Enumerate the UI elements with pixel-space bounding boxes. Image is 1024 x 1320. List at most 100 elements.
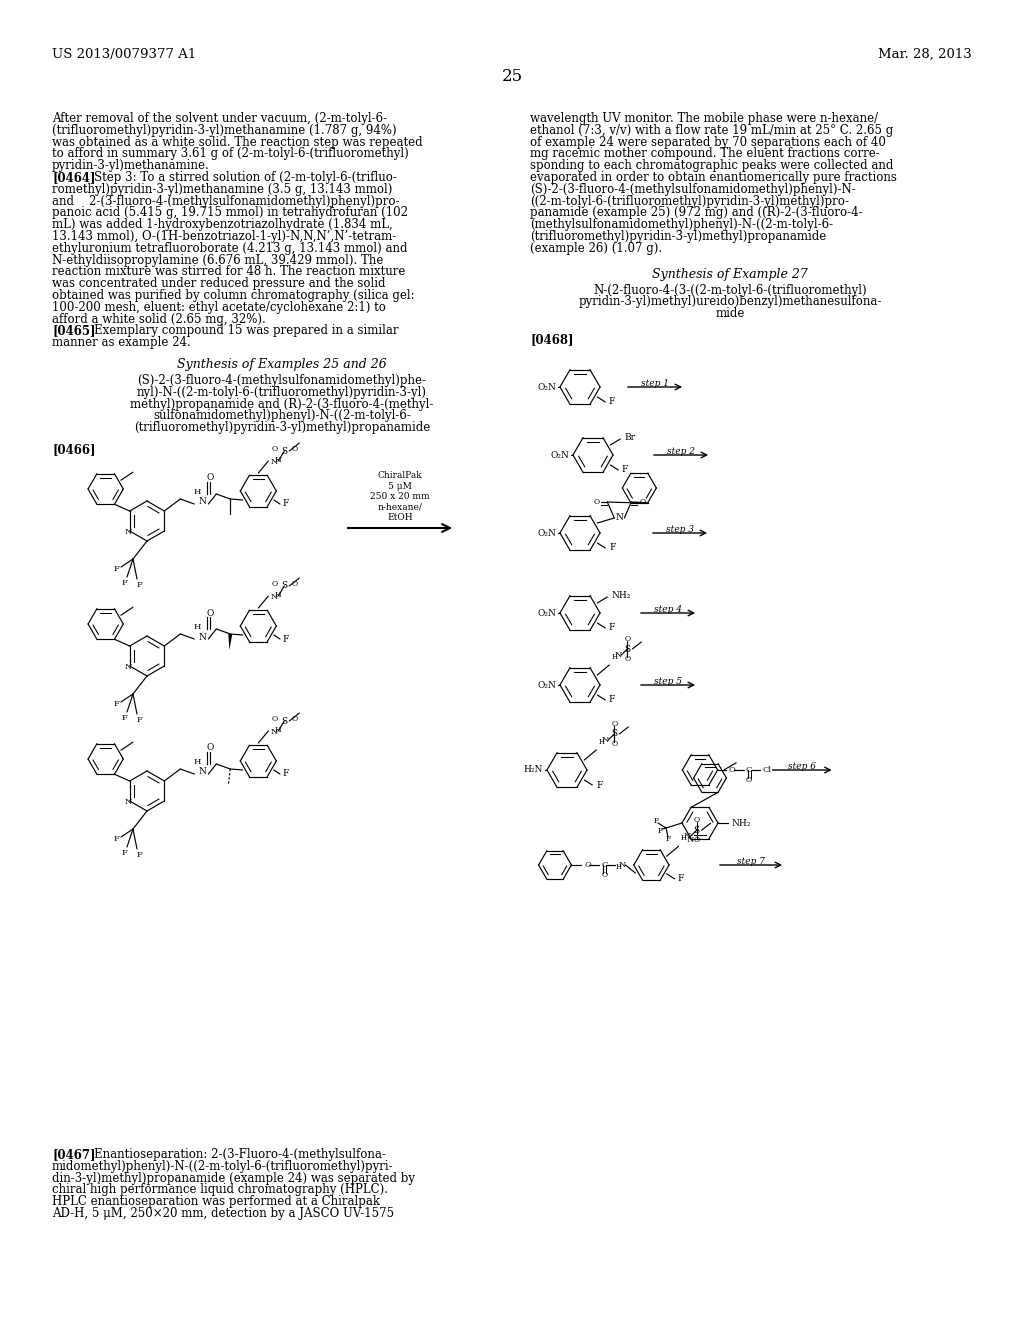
Text: (trifluoromethyl)pyridin-3-yl)methyl)propanamide: (trifluoromethyl)pyridin-3-yl)methyl)pro…: [530, 230, 826, 243]
Text: F: F: [283, 499, 290, 508]
Text: pyridin-3-yl)methanamine.: pyridin-3-yl)methanamine.: [52, 160, 210, 172]
Text: C: C: [745, 766, 752, 774]
Text: H: H: [194, 623, 201, 631]
Text: NH₂: NH₂: [732, 818, 752, 828]
Text: H: H: [274, 591, 281, 599]
Text: N: N: [614, 651, 622, 659]
Text: step 2: step 2: [667, 447, 695, 455]
Text: O: O: [207, 609, 214, 618]
Text: F: F: [113, 700, 119, 708]
Text: O: O: [271, 445, 278, 453]
Text: (trifluoromethyl)pyridin-3-yl)methyl)propanamide: (trifluoromethyl)pyridin-3-yl)methyl)pro…: [134, 421, 430, 434]
Text: [0465]: [0465]: [52, 325, 95, 338]
Text: N: N: [124, 799, 132, 807]
Text: O₂N: O₂N: [538, 383, 556, 392]
Text: S: S: [282, 717, 288, 726]
Text: Br: Br: [625, 433, 635, 441]
Text: ethanol (7:3, v/v) with a flow rate 19 mL/min at 25° C. 2.65 g: ethanol (7:3, v/v) with a flow rate 19 m…: [530, 124, 893, 137]
Text: N-ethyldiisopropylamine (6.676 mL, 39.429 mmol). The: N-ethyldiisopropylamine (6.676 mL, 39.42…: [52, 253, 383, 267]
Text: AD-H, 5 μM, 250×20 mm, detection by a JASCO UV-1575: AD-H, 5 μM, 250×20 mm, detection by a JA…: [52, 1206, 394, 1220]
Text: After removal of the solvent under vacuum, (2-m-tolyl-6-: After removal of the solvent under vacuu…: [52, 112, 387, 125]
Text: and    2-(3-fluoro-4-(methylsulfonamidomethyl)phenyl)pro-: and 2-(3-fluoro-4-(methylsulfonamidometh…: [52, 194, 399, 207]
Text: N: N: [124, 528, 132, 536]
Text: step 3: step 3: [666, 525, 694, 535]
Text: ChiralPak
5 μM
250 x 20 mm
n-hexane/
EtOH: ChiralPak 5 μM 250 x 20 mm n-hexane/ EtO…: [371, 471, 430, 521]
Text: H₂N: H₂N: [523, 766, 543, 775]
Text: O: O: [639, 498, 645, 506]
Text: H: H: [274, 726, 281, 734]
Text: N: N: [270, 458, 278, 466]
Text: was concentrated under reduced pressure and the solid: was concentrated under reduced pressure …: [52, 277, 385, 290]
Text: [0468]: [0468]: [530, 333, 573, 346]
Text: F: F: [666, 836, 671, 843]
Text: [0464]: [0464]: [52, 172, 95, 183]
Text: (trifluoromethyl)pyridin-3-yl)methanamine (1.787 g, 94%): (trifluoromethyl)pyridin-3-yl)methanamin…: [52, 124, 396, 137]
Text: F: F: [137, 851, 143, 859]
Text: F: F: [113, 836, 119, 843]
Text: S: S: [693, 826, 699, 834]
Text: F: F: [608, 694, 614, 704]
Text: F: F: [121, 579, 127, 587]
Text: F: F: [609, 544, 615, 553]
Text: F: F: [137, 581, 143, 589]
Text: F: F: [653, 817, 658, 825]
Text: 100-200 mesh, eluent: ethyl acetate/cyclohexane 2:1) to: 100-200 mesh, eluent: ethyl acetate/cycl…: [52, 301, 386, 314]
Text: N-(2-fluoro-4-(3-((2-m-tolyl-6-(trifluoromethyl): N-(2-fluoro-4-(3-((2-m-tolyl-6-(trifluor…: [593, 284, 866, 297]
Text: H: H: [611, 653, 617, 661]
Text: O: O: [625, 655, 631, 663]
Text: O: O: [611, 719, 617, 729]
Text: step 5: step 5: [654, 677, 682, 686]
Text: F: F: [678, 874, 684, 883]
Text: mide: mide: [716, 308, 744, 321]
Text: pyridin-3-yl)methyl)ureido)benzyl)methanesulfona-: pyridin-3-yl)methyl)ureido)benzyl)methan…: [579, 296, 882, 309]
Text: O: O: [585, 861, 591, 869]
Text: step 7: step 7: [737, 857, 765, 866]
Text: US 2013/0079377 A1: US 2013/0079377 A1: [52, 48, 197, 61]
Text: midomethyl)phenyl)-N-((2-m-tolyl-6-(trifluoromethyl)pyri-: midomethyl)phenyl)-N-((2-m-tolyl-6-(trif…: [52, 1160, 393, 1172]
Text: N: N: [199, 767, 206, 776]
Text: F: F: [121, 849, 127, 857]
Text: methyl)propanamide and (R)-2-(3-fluoro-4-(methyl-: methyl)propanamide and (R)-2-(3-fluoro-4…: [130, 397, 434, 411]
Text: step 1: step 1: [641, 379, 669, 388]
Text: O₂N: O₂N: [550, 450, 569, 459]
Text: F: F: [121, 714, 127, 722]
Text: O₂N: O₂N: [538, 681, 556, 689]
Text: to afford in summary 3.61 g of (2-m-tolyl-6-(trifluoromethyl): to afford in summary 3.61 g of (2-m-toly…: [52, 148, 409, 161]
Text: NH₂: NH₂: [611, 590, 631, 599]
Text: O: O: [207, 474, 214, 483]
Text: H: H: [681, 834, 687, 842]
Text: Cl: Cl: [763, 766, 772, 774]
Text: H: H: [194, 488, 201, 496]
Text: O: O: [611, 741, 617, 748]
Text: H: H: [598, 738, 604, 746]
Text: N: N: [199, 498, 206, 507]
Text: romethyl)pyridin-3-yl)methanamine (3.5 g, 13.143 mmol): romethyl)pyridin-3-yl)methanamine (3.5 g…: [52, 182, 392, 195]
Text: (S)-2-(3-fluoro-4-(methylsulfonamidomethyl)phenyl)-N-: (S)-2-(3-fluoro-4-(methylsulfonamidometh…: [530, 182, 856, 195]
Text: N: N: [199, 632, 206, 642]
Text: N: N: [684, 832, 691, 841]
Text: mg racemic mother compound. The eluent fractions corre-: mg racemic mother compound. The eluent f…: [530, 148, 880, 161]
Text: O: O: [693, 836, 699, 845]
Text: O: O: [271, 715, 278, 723]
Text: step 4: step 4: [654, 605, 682, 614]
Text: 25: 25: [502, 69, 522, 84]
Text: O: O: [729, 766, 735, 774]
Text: Enantioseparation: 2-(3-Fluoro-4-(methylsulfona-: Enantioseparation: 2-(3-Fluoro-4-(methyl…: [79, 1148, 386, 1162]
Text: F: F: [283, 635, 290, 644]
Text: C: C: [601, 861, 608, 869]
Text: N: N: [601, 737, 608, 744]
Text: S: S: [625, 644, 631, 653]
Text: ethyluronium tetrafluoroborate (4.213 g, 13.143 mmol) and: ethyluronium tetrafluoroborate (4.213 g,…: [52, 242, 408, 255]
Text: sulfonamidomethyl)phenyl)-N-((2-m-tolyl-6-: sulfonamidomethyl)phenyl)-N-((2-m-tolyl-…: [153, 409, 411, 422]
Text: H: H: [274, 455, 281, 465]
Text: nyl)-N-((2-m-tolyl-6-(trifluoromethyl)pyridin-3-yl): nyl)-N-((2-m-tolyl-6-(trifluoromethyl)py…: [137, 385, 427, 399]
Text: Step 3: To a stirred solution of (2-m-tolyl-6-(trifluo-: Step 3: To a stirred solution of (2-m-to…: [79, 172, 397, 183]
Text: O: O: [207, 743, 214, 752]
Text: Mar. 28, 2013: Mar. 28, 2013: [879, 48, 972, 61]
Text: N: N: [686, 837, 693, 845]
Text: N: N: [270, 593, 278, 601]
Text: of example 24 were separated by 70 separations each of 40: of example 24 were separated by 70 separ…: [530, 136, 886, 149]
Text: F: F: [137, 715, 143, 723]
Text: Exemplary compound 15 was prepared in a similar: Exemplary compound 15 was prepared in a …: [79, 325, 398, 338]
Text: (example 26) (1.07 g).: (example 26) (1.07 g).: [530, 242, 663, 255]
